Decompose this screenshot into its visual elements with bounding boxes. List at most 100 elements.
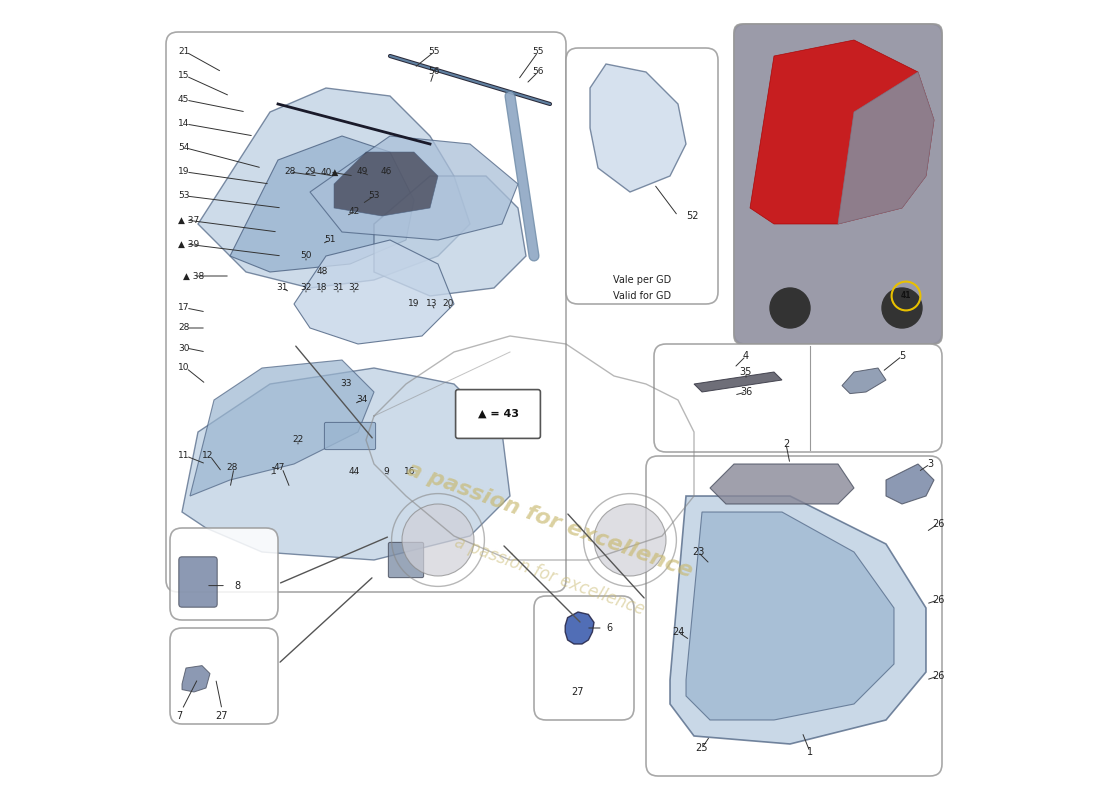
Text: 34: 34 xyxy=(356,395,367,405)
FancyBboxPatch shape xyxy=(534,596,634,720)
Text: 31: 31 xyxy=(332,283,343,293)
Text: 6: 6 xyxy=(606,623,612,633)
Text: 41: 41 xyxy=(901,291,911,301)
Text: 27: 27 xyxy=(572,687,584,697)
Polygon shape xyxy=(886,464,934,504)
Text: 3: 3 xyxy=(927,459,933,469)
Text: 10: 10 xyxy=(178,363,189,373)
Text: 14: 14 xyxy=(178,119,189,129)
Text: 27: 27 xyxy=(216,711,229,721)
Polygon shape xyxy=(374,176,526,296)
Polygon shape xyxy=(710,464,854,504)
Text: 52: 52 xyxy=(686,211,698,221)
Text: 31: 31 xyxy=(276,283,288,293)
Polygon shape xyxy=(182,666,210,692)
Text: a passion for excellence: a passion for excellence xyxy=(405,459,695,581)
Text: 28: 28 xyxy=(226,463,238,473)
Polygon shape xyxy=(670,496,926,744)
Text: ▲ 39: ▲ 39 xyxy=(178,239,199,249)
Text: 44: 44 xyxy=(349,467,360,477)
Text: 24: 24 xyxy=(672,627,684,637)
Text: 21: 21 xyxy=(178,47,189,57)
Polygon shape xyxy=(182,368,510,560)
Text: 9: 9 xyxy=(383,467,389,477)
Polygon shape xyxy=(190,360,374,496)
Text: 53: 53 xyxy=(178,191,189,201)
Text: 28: 28 xyxy=(284,167,296,177)
FancyBboxPatch shape xyxy=(170,528,278,620)
Text: 18: 18 xyxy=(317,283,328,293)
Text: 19: 19 xyxy=(408,299,420,309)
Text: 17: 17 xyxy=(178,303,189,313)
Text: 45: 45 xyxy=(178,95,189,105)
Polygon shape xyxy=(750,40,934,224)
Text: a passion for excellence: a passion for excellence xyxy=(452,533,648,619)
Text: 33: 33 xyxy=(340,379,352,389)
Circle shape xyxy=(402,504,474,576)
Polygon shape xyxy=(198,88,470,288)
Text: 15: 15 xyxy=(178,71,189,81)
Circle shape xyxy=(770,288,810,328)
Text: 48: 48 xyxy=(317,267,328,277)
FancyBboxPatch shape xyxy=(324,422,375,450)
Text: Vale per GD: Vale per GD xyxy=(613,275,671,285)
Text: 1: 1 xyxy=(271,467,277,477)
FancyBboxPatch shape xyxy=(734,24,942,344)
Polygon shape xyxy=(310,136,518,240)
Text: 46: 46 xyxy=(381,167,392,177)
Polygon shape xyxy=(565,612,594,644)
FancyBboxPatch shape xyxy=(455,390,540,438)
Text: 26: 26 xyxy=(932,595,944,605)
Text: 53: 53 xyxy=(368,191,379,201)
Text: 32: 32 xyxy=(349,283,360,293)
Text: 56: 56 xyxy=(532,67,543,77)
Text: 32: 32 xyxy=(300,283,311,293)
Text: 55: 55 xyxy=(532,47,543,57)
Text: 5: 5 xyxy=(899,351,905,361)
Circle shape xyxy=(594,504,666,576)
Polygon shape xyxy=(294,240,454,344)
Text: 11: 11 xyxy=(178,451,189,461)
Text: 54: 54 xyxy=(178,143,189,153)
Text: 30: 30 xyxy=(178,343,189,353)
Text: 29: 29 xyxy=(305,167,316,177)
FancyBboxPatch shape xyxy=(179,557,217,607)
Text: 55: 55 xyxy=(428,47,440,57)
Polygon shape xyxy=(694,372,782,392)
Text: 23: 23 xyxy=(692,547,704,557)
Text: ▲ = 43: ▲ = 43 xyxy=(477,409,518,419)
Polygon shape xyxy=(842,368,886,394)
Polygon shape xyxy=(838,72,934,224)
Text: 7: 7 xyxy=(176,711,183,721)
Text: ▲ 38: ▲ 38 xyxy=(184,271,205,281)
Polygon shape xyxy=(334,152,438,216)
Text: 47: 47 xyxy=(274,463,285,473)
Text: 26: 26 xyxy=(932,671,944,681)
Text: 26: 26 xyxy=(932,519,944,529)
Text: 56: 56 xyxy=(428,67,440,77)
Text: 28: 28 xyxy=(178,323,189,333)
Text: 42: 42 xyxy=(349,207,360,217)
FancyBboxPatch shape xyxy=(566,48,718,304)
Polygon shape xyxy=(230,136,414,272)
Text: 20: 20 xyxy=(442,299,453,309)
Text: 36: 36 xyxy=(740,387,752,397)
Text: ▲ 37: ▲ 37 xyxy=(178,215,199,225)
Text: 25: 25 xyxy=(695,743,708,753)
Text: 8: 8 xyxy=(234,581,240,590)
Polygon shape xyxy=(686,512,894,720)
Text: 1: 1 xyxy=(807,747,813,757)
Circle shape xyxy=(882,288,922,328)
Polygon shape xyxy=(590,64,686,192)
Text: 4: 4 xyxy=(742,351,749,361)
FancyBboxPatch shape xyxy=(388,542,424,578)
FancyBboxPatch shape xyxy=(166,32,566,592)
Text: 35: 35 xyxy=(740,367,752,377)
Text: 2: 2 xyxy=(783,439,789,449)
FancyBboxPatch shape xyxy=(170,628,278,724)
Text: Valid for GD: Valid for GD xyxy=(613,291,671,301)
FancyBboxPatch shape xyxy=(654,344,942,452)
Text: 40▲: 40▲ xyxy=(321,167,339,177)
Text: 13: 13 xyxy=(426,299,438,309)
Text: 12: 12 xyxy=(202,451,213,461)
